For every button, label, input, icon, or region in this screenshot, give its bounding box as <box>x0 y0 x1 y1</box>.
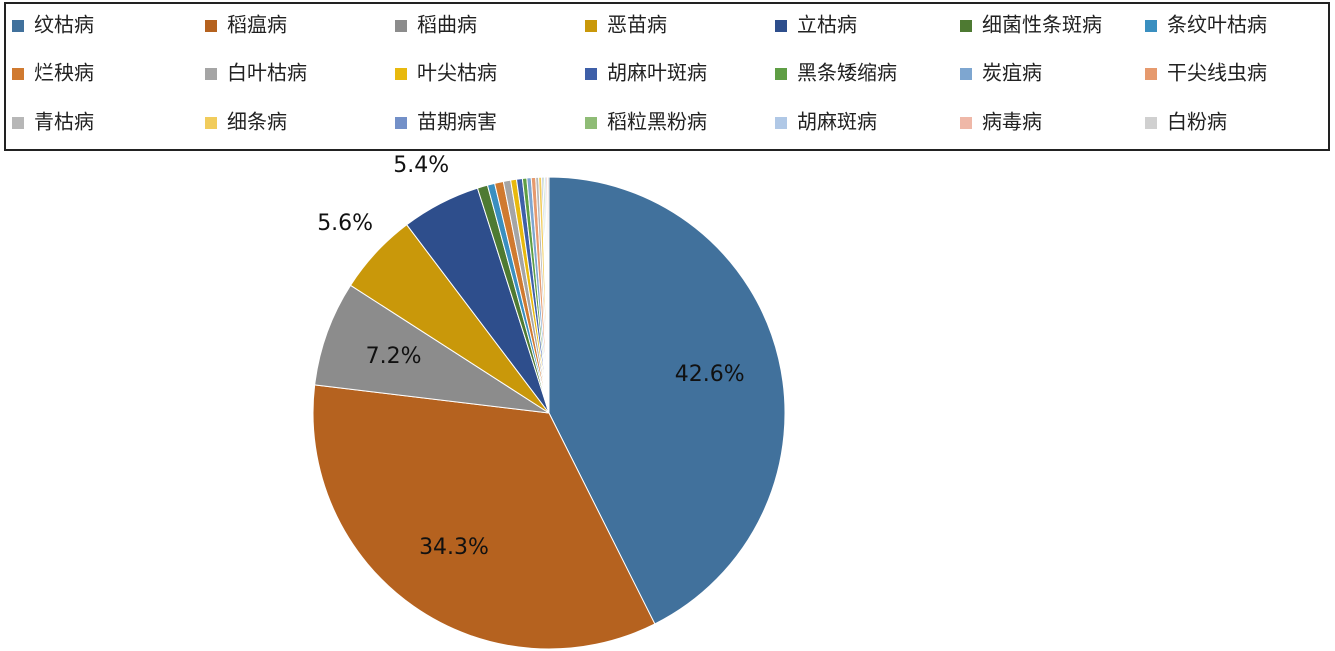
legend-label: 黑条矮缩病 <box>797 61 897 85</box>
legend-swatch <box>1145 20 1157 32</box>
legend-swatch <box>205 117 217 129</box>
pie-slice <box>548 176 786 625</box>
legend-swatch <box>205 20 217 32</box>
legend-swatch <box>960 117 972 129</box>
legend-label: 炭疽病 <box>982 61 1042 85</box>
legend-label: 白叶枯病 <box>227 61 307 85</box>
legend-label: 稻瘟病 <box>227 13 287 37</box>
legend-label: 恶苗病 <box>607 13 667 37</box>
legend-swatch <box>585 117 597 129</box>
data-label: 5.6% <box>317 211 373 236</box>
legend-label: 条纹叶枯病 <box>1167 13 1267 37</box>
legend-label: 病毒病 <box>982 110 1042 134</box>
data-label: 42.6% <box>675 362 745 387</box>
legend-label: 青枯病 <box>34 110 94 134</box>
legend-swatch <box>775 117 787 129</box>
legend-label: 白粉病 <box>1167 110 1227 134</box>
legend-swatch <box>12 20 24 32</box>
legend-swatch <box>585 20 597 32</box>
legend-label: 细条病 <box>227 110 287 134</box>
legend-label: 胡麻叶斑病 <box>607 61 707 85</box>
data-label: 34.3% <box>419 535 489 560</box>
legend-label: 胡麻斑病 <box>797 110 877 134</box>
legend-label: 细菌性条斑病 <box>982 13 1102 37</box>
pie-slice <box>312 384 656 650</box>
legend-swatch <box>960 20 972 32</box>
data-label: 7.2% <box>366 344 422 369</box>
legend-label: 立枯病 <box>797 13 857 37</box>
pie-slice <box>314 284 550 414</box>
legend-swatch <box>1145 117 1157 129</box>
legend-label: 叶尖枯病 <box>417 61 497 85</box>
legend-swatch <box>960 68 972 80</box>
data-label: 5.4% <box>393 153 449 178</box>
pie-slice <box>547 176 550 414</box>
legend-swatch <box>12 117 24 129</box>
legend-swatch <box>1145 68 1157 80</box>
legend-label: 纹枯病 <box>34 13 94 37</box>
legend-label: 稻粒黑粉病 <box>607 110 707 134</box>
legend-swatch <box>775 20 787 32</box>
legend-label: 干尖线虫病 <box>1167 61 1267 85</box>
legend-swatch <box>585 68 597 80</box>
legend-swatch <box>395 117 407 129</box>
legend-swatch <box>395 20 407 32</box>
legend-swatch <box>395 68 407 80</box>
legend-box <box>4 2 1330 151</box>
legend-label: 稻曲病 <box>417 13 477 37</box>
legend-label: 苗期病害 <box>417 110 497 134</box>
legend-swatch <box>205 68 217 80</box>
legend-swatch <box>775 68 787 80</box>
legend-swatch <box>12 68 24 80</box>
legend-label: 烂秧病 <box>34 61 94 85</box>
